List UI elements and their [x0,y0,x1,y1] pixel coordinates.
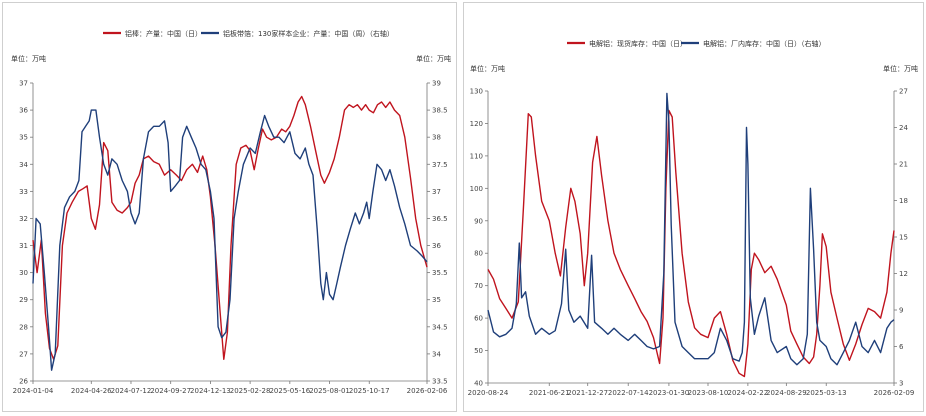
y-left-tick-label: 33 [19,188,28,196]
y-left-tick-label: 60 [474,315,483,323]
y-right-tick-label: 21 [899,161,908,169]
x-tick-label: 2025-03-13 [806,389,847,397]
y-right-tick-label: 3 [899,380,903,388]
legend: 铝棒：产量：中国（日） 铝板带箔：130家样本企业：产量：中国（周）（右轴） [103,29,394,38]
left-axis-unit: 单位：万吨 [470,64,505,73]
x-tick-label: 2024-01-04 [13,387,54,395]
y-right-tick-label: 12 [899,270,908,278]
y-left-tick-label: 30 [19,269,28,277]
y-left-tick-label: 29 [19,296,28,304]
y-left-tick-label: 80 [474,250,483,258]
y-right-tick-label: 24 [899,124,908,132]
y-right-tick-label: 27 [899,88,908,96]
y-left-tick-label: 120 [470,120,483,128]
series-line-1 [487,109,895,378]
y-right-tick-label: 34 [432,350,441,358]
y-right-tick-label: 36 [432,242,441,250]
legend-label-series-2: 电解铝：厂内库存：中国（日）（右轴） [703,39,826,48]
series-line-2 [487,92,895,366]
x-tick-label: 2023-01-30 [649,389,690,397]
legend-label-series-2: 铝板带箔：130家样本企业：产量：中国（周）（右轴） [223,29,394,38]
y-left-tick-label: 37 [19,80,28,88]
y-right-tick-label: 36.5 [432,215,448,223]
y-left-tick-label: 70 [474,282,483,290]
y-left-tick-label: 50 [474,347,483,355]
y-left-tick-label: 34 [19,161,28,169]
chart-panel-aluminum-inventory: 电解铝：现货库存：中国（日） 电解铝：厂内库存：中国（日）（右轴） 单位：万吨 … [463,2,924,412]
y-left-tick-label: 26 [19,378,28,386]
y-right-tick-label: 18 [899,197,908,205]
y-right-tick-label: 38.5 [432,107,448,115]
y-left-tick-label: 40 [474,380,483,388]
left-axis-unit: 单位：万吨 [11,54,46,63]
y-left-tick-label: 31 [19,242,28,250]
x-tick-label: 2024-08-29 [766,389,807,397]
series-line-1 [32,95,428,360]
legend-label-series-1: 电解铝：现货库存：中国（日） [589,39,687,48]
y-left-tick-label: 35 [19,134,28,142]
y-left-tick-label: 32 [19,215,28,223]
y-right-tick-label: 15 [899,234,908,242]
x-tick-label: 2025-02-28 [230,387,271,395]
y-right-tick-label: 35 [432,296,441,304]
x-tick-label: 2023-08-10 [688,389,729,397]
legend-label-series-1: 铝棒：产量：中国（日） [125,29,202,38]
y-right-tick-label: 33.5 [432,378,448,386]
x-tick-label: 2024-02-22 [728,389,769,397]
right-axis-unit: 单位：万吨 [883,64,918,73]
series-line-2 [32,109,428,371]
x-tick-label: 2024-04-26 [71,387,112,395]
x-tick-label: 2021-06-21 [529,389,570,397]
y-left-tick-label: 90 [474,217,483,225]
x-tick-label: 2020-08-24 [468,389,509,397]
y-right-tick-label: 38 [432,134,441,142]
y-right-tick-label: 37.5 [432,161,448,169]
y-left-tick-label: 36 [19,107,28,115]
y-right-tick-label: 39 [432,80,441,88]
x-tick-label: 2026-02-06 [407,387,448,395]
legend: 电解铝：现货库存：中国（日） 电解铝：厂内库存：中国（日）（右轴） [567,39,826,48]
x-tick-label: 2022-07-14 [608,389,649,397]
x-tick-label: 2025-10-17 [349,387,390,395]
y-left-tick-label: 130 [470,88,483,96]
x-tick-label: 2024-12-13 [190,387,231,395]
x-tick-label: 2024-07-12 [111,387,152,395]
x-tick-label: 2025-08-01 [309,387,350,395]
y-left-tick-label: 110 [470,152,483,160]
chart-aluminum-output: 铝棒：产量：中国（日） 铝板带箔：130家样本企业：产量：中国（周）（右轴） 单… [11,29,451,395]
y-left-tick-label: 28 [19,323,28,331]
y-left-tick-label: 27 [19,350,28,358]
chart-panel-aluminum-output: 铝棒：产量：中国（日） 铝板带箔：130家样本企业：产量：中国（周）（右轴） 单… [2,2,457,412]
x-tick-label: 2024-09-27 [150,387,191,395]
y-right-tick-label: 35.5 [432,269,448,277]
y-right-tick-label: 37 [432,188,441,196]
y-right-tick-label: 9 [899,307,903,315]
x-tick-label: 2021-12-27 [567,389,608,397]
x-tick-label: 2026-02-09 [874,389,915,397]
x-tick-label: 2025-05-16 [269,387,310,395]
right-axis-unit: 单位：万吨 [416,54,451,63]
y-right-tick-label: 34.5 [432,323,448,331]
y-left-tick-label: 100 [470,185,483,193]
chart-aluminum-inventory: 电解铝：现货库存：中国（日） 电解铝：厂内库存：中国（日）（右轴） 单位：万吨 … [468,39,918,397]
y-right-tick-label: 6 [899,343,904,351]
